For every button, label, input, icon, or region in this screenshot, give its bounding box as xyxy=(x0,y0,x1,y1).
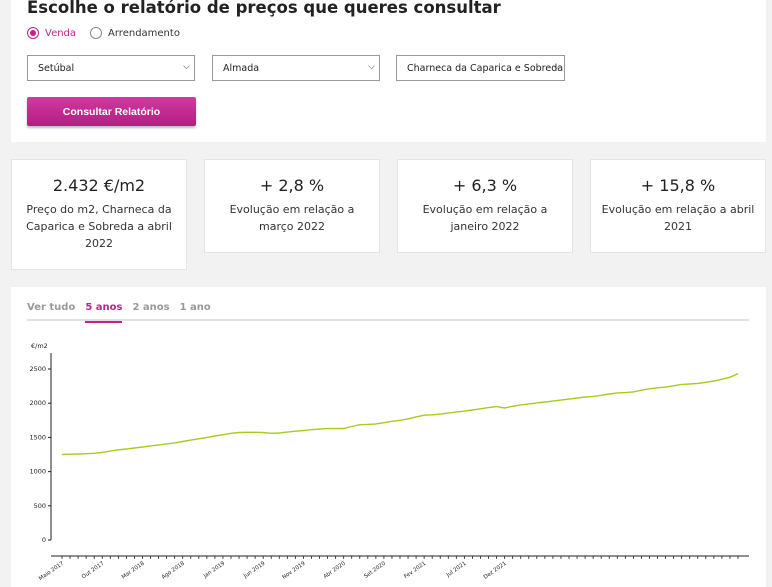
y-tick-label: 500 xyxy=(34,502,46,510)
x-tick-label: Jul 2021 xyxy=(445,561,468,579)
x-tick-label: Out 2017 xyxy=(81,560,106,580)
x-tick-label: Jan 2019 xyxy=(202,560,227,580)
report-form-card: Escolhe o relatório de preços que queres… xyxy=(11,0,766,142)
x-tick-label: Set 2020 xyxy=(363,560,387,579)
operation-radio-group: Venda Arrendamento xyxy=(27,27,194,39)
municipality-select[interactable]: Almada ⌵ xyxy=(212,55,380,81)
radio-arrendamento-label[interactable]: Arrendamento xyxy=(108,27,180,39)
consult-report-button[interactable]: Consultar Relatório xyxy=(27,97,196,126)
x-tick-label: Abr 2020 xyxy=(323,560,348,580)
radio-venda[interactable]: Venda xyxy=(27,27,76,39)
form-title: Escolhe o relatório de preços que queres… xyxy=(27,0,501,17)
chevron-down-icon: ⌵ xyxy=(553,62,560,72)
stat-label: Preço do m2, Charneca da Caparica e Sobr… xyxy=(26,203,172,250)
x-tick-label: Dez 2021 xyxy=(483,561,508,581)
chevron-down-icon: ⌵ xyxy=(368,62,375,72)
range-tabs: Ver tudo 5 anos 2 anos 1 ano xyxy=(27,302,749,323)
parish-select[interactable]: Charneca da Caparica e Sobreda ⌵ xyxy=(396,55,565,81)
stat-value: + 15,8 % xyxy=(640,176,716,195)
chevron-down-icon: ⌵ xyxy=(183,62,190,72)
x-tick-label: Nov 2019 xyxy=(281,560,307,580)
y-tick-label: 2000 xyxy=(29,399,46,407)
stat-card-year: + 15,8 % Evolução em relação a abril 202… xyxy=(590,159,766,253)
y-axis-label: €/m2 xyxy=(31,342,48,350)
stat-card-price: 2.432 €/m2 Preço do m2, Charneca da Capa… xyxy=(11,159,187,270)
radio-venda-label[interactable]: Venda xyxy=(45,27,77,39)
y-tick-label: 0 xyxy=(42,536,46,544)
y-tick-label: 1500 xyxy=(29,433,46,441)
y-tick-label: 2500 xyxy=(29,365,46,373)
stat-value: + 6,3 % xyxy=(452,176,518,195)
price-chart-card: Ver tudo 5 anos 2 anos 1 ano €/m2 0 500 100… xyxy=(11,287,766,587)
parish-select-value: Charneca da Caparica e Sobreda xyxy=(407,62,564,74)
radio-arrendamento-dot[interactable] xyxy=(90,27,103,39)
y-tick-label: 1000 xyxy=(29,468,46,476)
tab-2-years[interactable]: 2 anos xyxy=(132,302,170,313)
stat-value: + 2,8 % xyxy=(259,176,325,195)
municipality-select-value: Almada xyxy=(223,62,260,74)
radio-arrendamento[interactable]: Arrendamento xyxy=(90,27,180,39)
x-tick-label: Fev 2021 xyxy=(403,561,427,580)
stat-label: Evolução em relação a janeiro 2022 xyxy=(422,203,548,233)
price-series-line xyxy=(61,373,739,456)
x-tick-label: Ago 2018 xyxy=(161,560,186,580)
tab-1-year[interactable]: 1 ano xyxy=(179,302,211,313)
tab-all[interactable]: Ver tudo xyxy=(27,302,76,313)
stat-label: Evolução em relação a março 2022 xyxy=(229,203,355,233)
stat-label: Evolução em relação a abril 2021 xyxy=(601,203,755,233)
stat-card-month: + 2,8 % Evolução em relação a março 2022 xyxy=(204,159,380,253)
x-tick-label: Mar 2018 xyxy=(121,560,146,580)
stat-value: 2.432 €/m2 xyxy=(52,176,146,195)
price-line-chart: €/m2 0 500 1000 1500 2000 2500 Maio 2017 Out 201… xyxy=(29,342,749,582)
district-select-value: Setúbal xyxy=(38,62,75,74)
stat-card-quarter: + 6,3 % Evolução em relação a janeiro 20… xyxy=(397,159,573,253)
x-tick-label: Jun 2019 xyxy=(242,560,267,580)
x-tick-label: Maio 2017 xyxy=(38,560,65,582)
district-select[interactable]: Setúbal ⌵ xyxy=(27,55,195,81)
radio-venda-dot[interactable] xyxy=(27,27,39,39)
tab-5-years[interactable]: 5 anos xyxy=(85,302,123,323)
